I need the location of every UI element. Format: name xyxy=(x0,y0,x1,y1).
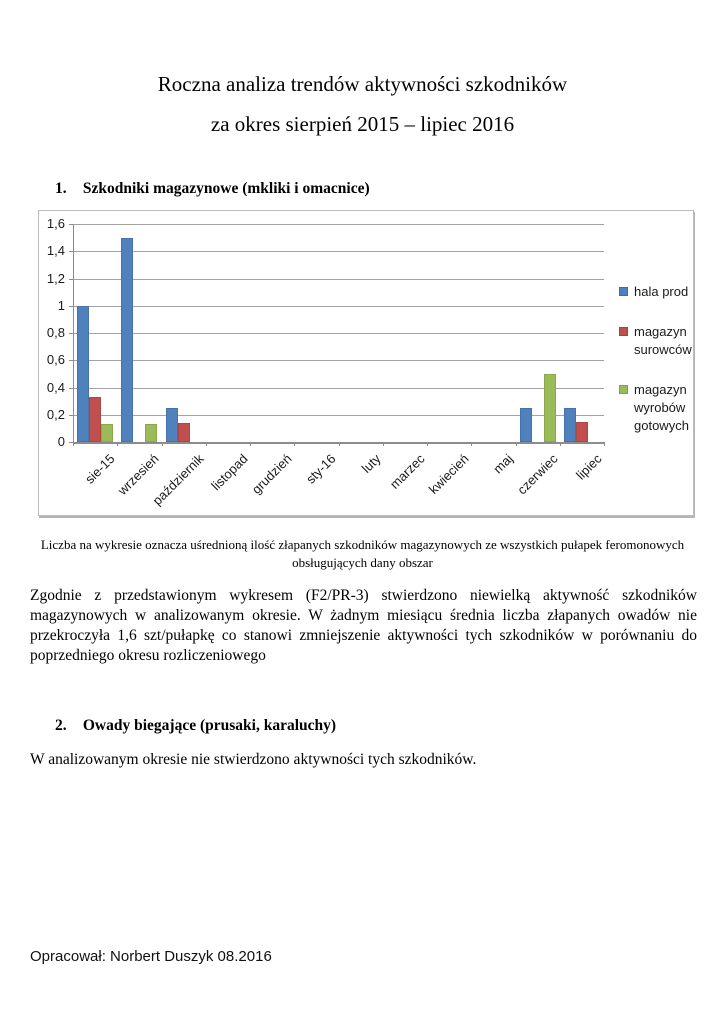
y-axis-tick xyxy=(69,224,73,225)
bar-magazyn-surowców xyxy=(575,421,588,442)
x-axis-tick xyxy=(161,442,163,446)
author-credit: Opracował: Norbert Duszyk 08.2016 xyxy=(30,948,272,965)
legend-swatch-icon xyxy=(619,327,628,336)
page-title: Roczna analiza trendów aktywności szkodn… xyxy=(157,72,568,96)
legend-label: magazyn wyrobów gotowych xyxy=(634,382,689,433)
x-axis-tick xyxy=(604,442,605,446)
x-axis-tick xyxy=(73,442,74,446)
y-axis-tick-label: 0,6 xyxy=(46,352,65,368)
legend-entry: magazyn wyrobów gotowych xyxy=(619,381,699,435)
y-axis-tick xyxy=(69,414,73,416)
bar-magazyn-wyrobów-gotowych xyxy=(145,424,158,442)
paragraph-line: Zgodnie z przedstawionym wykresem (F2/PR… xyxy=(30,587,697,604)
x-axis-tick xyxy=(338,442,340,446)
x-axis-tick xyxy=(117,442,119,446)
bar-hala-prod xyxy=(165,407,178,442)
legend-entry: hala prod xyxy=(619,283,699,301)
y-axis-tick xyxy=(69,360,73,362)
chart-gridline xyxy=(73,387,604,389)
y-axis-tick-label: 0,2 xyxy=(46,406,65,422)
bar-magazyn-wyrobów-gotowych xyxy=(543,373,556,442)
legend-swatch-icon xyxy=(619,385,628,394)
y-axis-tick-label: 0,4 xyxy=(46,379,65,395)
x-axis-tick xyxy=(515,442,517,446)
bar-hala-prod xyxy=(121,237,134,442)
pest-activity-chart: 0 0,2 0,4 0,6 0,8 1 1,2 1,4 1,6 sie-15 wrzesień paź… xyxy=(38,210,694,516)
y-axis-tick xyxy=(69,251,73,253)
chart-gridline xyxy=(73,333,604,334)
section2-number: 2. xyxy=(55,717,67,734)
paragraph-line: magazynowych w analizowanym okresie. W ż… xyxy=(30,607,697,624)
chart-gridline xyxy=(73,360,604,362)
y-axis-tick-label: 0 xyxy=(57,434,65,449)
chart-gridline xyxy=(73,305,604,307)
x-axis-tick xyxy=(250,442,251,446)
section1-heading: 1. Szkodniki magazynowe (mkliki i omacni… xyxy=(55,180,370,198)
x-axis-tick xyxy=(294,442,296,446)
legend-label: hala prod xyxy=(634,284,689,299)
y-axis-tick-label: 1,6 xyxy=(46,216,65,231)
analysis-paragraph: Zgodnie z przedstawionym wykresem (F2/PR… xyxy=(30,586,697,666)
chart-caption-line1: Liczba na wykresie oznacza uśrednioną il… xyxy=(40,537,685,552)
x-axis-tick xyxy=(205,442,207,446)
y-axis-tick-label: 1,2 xyxy=(46,270,65,286)
y-axis-tick-label: 1,4 xyxy=(46,243,65,259)
section2-heading: 2. Owady biegające (prusaki, karaluchy) xyxy=(55,717,336,735)
y-axis-line xyxy=(73,224,74,442)
page-subtitle: za okres sierpień 2015 – lipiec 2016 xyxy=(210,112,515,136)
y-axis-tick xyxy=(69,387,73,389)
chart-gridline xyxy=(73,224,604,225)
bar-magazyn-surowców xyxy=(89,397,102,442)
chart-gridline xyxy=(73,414,604,416)
bar-hala-prod xyxy=(519,407,532,442)
bar-magazyn-wyrobów-gotowych xyxy=(101,424,114,442)
section2-title: Owady biegające (prusaki, karaluchy) xyxy=(82,717,337,734)
section1-number: 1. xyxy=(55,180,67,197)
chart-gridline xyxy=(73,251,604,253)
section1-title: Szkodniki magazynowe (mkliki i omacnice) xyxy=(82,180,370,197)
x-axis-tick xyxy=(471,442,473,446)
chart-gridline xyxy=(73,278,604,280)
legend-entry: magazyn surowców xyxy=(619,323,699,359)
y-axis-tick xyxy=(69,278,73,280)
y-axis-tick xyxy=(69,442,73,443)
section2-text: W analizowanym okresie nie stwierdzono a… xyxy=(30,751,477,768)
chart-legend: hala prod magazyn surowców magazyn wyrobów… xyxy=(619,283,699,457)
paragraph-line: poprzedniego okresu rozliczeniowego xyxy=(30,647,266,664)
bar-hala-prod xyxy=(563,407,576,442)
y-axis-tick xyxy=(69,305,73,307)
x-axis-tick xyxy=(559,442,561,446)
x-axis-tick xyxy=(427,442,428,446)
y-axis-tick xyxy=(69,333,73,334)
legend-swatch-icon xyxy=(619,287,628,296)
y-axis-tick-label: 0,8 xyxy=(46,325,65,340)
chart-caption-line2: obsługujących dany obszar xyxy=(292,555,433,570)
bar-magazyn-surowców xyxy=(177,422,190,442)
bar-hala-prod xyxy=(77,305,90,442)
legend-label: magazyn surowców xyxy=(634,324,692,357)
y-axis-tick-label: 1 xyxy=(57,297,65,313)
x-axis-tick xyxy=(382,442,384,446)
paragraph-line: przekroczyła 1,6 szt/pułapkę co stanowi … xyxy=(30,627,697,644)
